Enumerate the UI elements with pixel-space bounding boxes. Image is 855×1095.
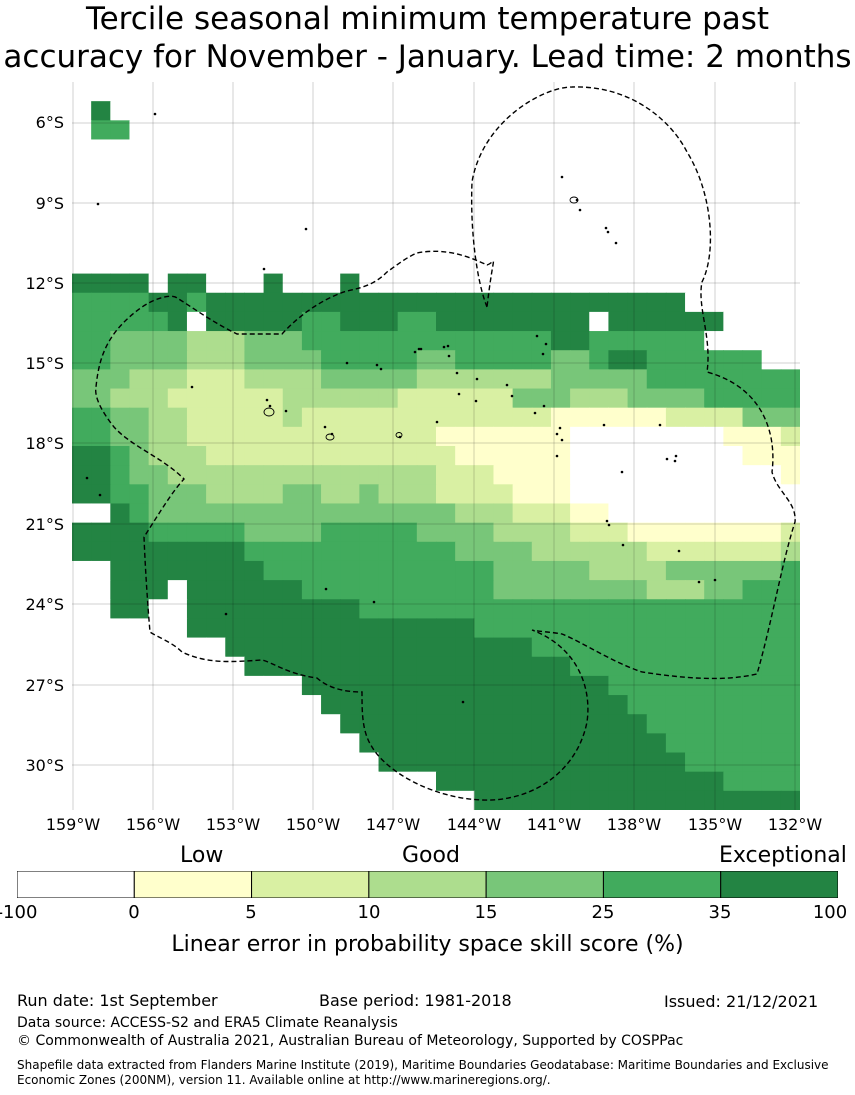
lat-label-30s: 30°S xyxy=(25,756,64,775)
colorbar-label: Linear error in probability space skill … xyxy=(171,932,684,957)
lon-label-147w: 147°W xyxy=(365,815,421,834)
lon-label-159w: 159°W xyxy=(45,815,101,834)
base-period: Base period: 1981-2018 xyxy=(319,991,512,1010)
lat-label-12s: 12°S xyxy=(25,274,64,293)
lat-label-15s: 15°S xyxy=(25,354,64,373)
colorbar-tick-5: 5 xyxy=(245,902,257,923)
lon-label-132w: 132°W xyxy=(767,815,823,834)
colorbar-tick-10: 10 xyxy=(357,902,381,923)
graticule xyxy=(72,82,800,810)
lon-label-156w: 156°W xyxy=(125,815,181,834)
lon-label-138w: 138°W xyxy=(606,815,662,834)
lat-label-27s: 27°S xyxy=(25,676,64,695)
run-date: Run date: 1st September xyxy=(17,991,218,1010)
island-outlines xyxy=(85,112,717,704)
lon-label-150w: 150°W xyxy=(285,815,341,834)
category-low: Low xyxy=(180,843,224,868)
lat-label-24s: 24°S xyxy=(25,595,64,614)
map-title: Tercile seasonal minimum temperature pas… xyxy=(0,0,855,76)
colorbar-tick-0: 0 xyxy=(128,902,140,923)
data-source: Data source: ACCESS-S2 and ERA5 Climate … xyxy=(17,1015,398,1031)
colorbar-tick-100: 100 xyxy=(812,902,848,923)
colorbar-tick-35: 35 xyxy=(708,902,732,923)
colorbar-tick-25: 25 xyxy=(591,902,615,923)
lon-label-135w: 135°W xyxy=(687,815,743,834)
shapefile-credit-line-1: Shapefile data extracted from Flanders M… xyxy=(17,1058,829,1072)
issued-date: Issued: 21/12/2021 xyxy=(664,992,819,1011)
lon-label-144w: 144°W xyxy=(446,815,502,834)
lat-label-18s: 18°S xyxy=(25,434,64,453)
title-line-1: Tercile seasonal minimum temperature pas… xyxy=(85,1,770,37)
colorbar-tick-15: 15 xyxy=(474,902,498,923)
lat-label-6s: 6°S xyxy=(35,113,64,132)
category-good: Good xyxy=(402,843,460,868)
colorbar xyxy=(17,871,838,898)
lat-label-9s: 9°S xyxy=(35,194,64,213)
title-line-2: accuracy for November - January. Lead ti… xyxy=(3,39,852,75)
category-exceptional: Exceptional xyxy=(719,843,847,868)
copyright: © Commonwealth of Australia 2021, Austra… xyxy=(17,1033,684,1049)
skill-score-map xyxy=(72,82,800,810)
skill-score-field xyxy=(72,82,800,810)
lon-label-153w: 153°W xyxy=(205,815,261,834)
colorbar-tick-minus100: -100 xyxy=(0,902,38,923)
lon-label-141w: 141°W xyxy=(526,815,582,834)
shapefile-credit-line-2: Economic Zones (200NM), version 11. Avai… xyxy=(17,1073,551,1087)
lat-label-21s: 21°S xyxy=(25,515,64,534)
